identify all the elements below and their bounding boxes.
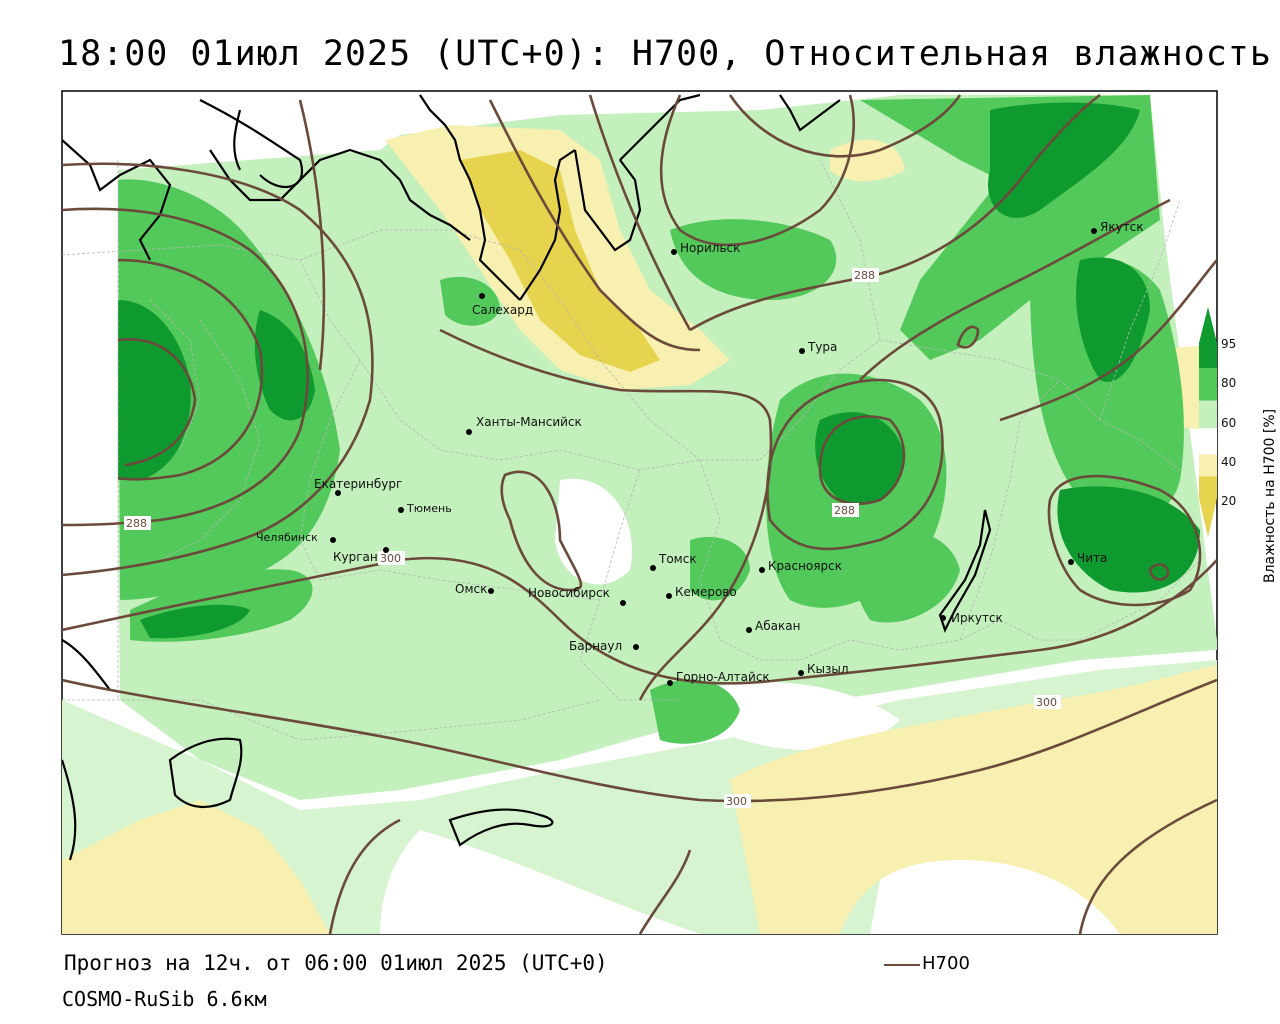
h700-legend-line — [884, 964, 920, 966]
humid-salekhard — [440, 276, 500, 326]
city-tyumen: Тюмень — [398, 502, 452, 515]
svg-text:Красноярск: Красноярск — [768, 559, 842, 573]
city-ekaterinburg: Екатеринбург — [314, 477, 402, 496]
region-borders — [62, 159, 1201, 741]
contour-label: 288 — [126, 517, 147, 530]
dry-region-southwest — [62, 800, 330, 934]
neutral-patch — [555, 478, 632, 585]
humid-kemerovo — [690, 536, 750, 601]
svg-text:Екатеринбург: Екатеринбург — [314, 477, 402, 491]
colorbar: 95 80 60 40 20 — [1199, 307, 1236, 537]
svg-text:Абакан: Абакан — [755, 619, 800, 633]
svg-text:Кызыл: Кызыл — [807, 662, 849, 676]
colorbar-top-arrow — [1199, 307, 1217, 343]
svg-text:Томск: Томск — [658, 552, 697, 566]
humid-altai — [650, 679, 740, 744]
colorbar-scale — [1199, 343, 1217, 498]
colorbar-title: Влажность на H700 [%] — [1262, 408, 1278, 583]
map-title: 18:00 01июл 2025 (UTC+0): H700, Относите… — [58, 34, 1272, 74]
svg-text:Тюмень: Тюмень — [406, 502, 452, 515]
colorbar-bottom-arrow — [1199, 498, 1217, 537]
cities: Салехард Норильск Якутск Тура Ханты-Манс… — [256, 220, 1144, 686]
svg-text:Барнаул: Барнаул — [569, 639, 622, 653]
contour-label: 288 — [834, 504, 855, 517]
colorbar-tick: 40 — [1221, 455, 1236, 469]
city-chita: Чита — [1068, 551, 1107, 565]
very-humid-west — [254, 310, 315, 421]
svg-text:Норильск: Норильск — [680, 241, 740, 255]
city-irkutsk: Иркутск — [940, 611, 1003, 625]
contour-label: 300 — [1036, 696, 1057, 709]
neutral-patch — [700, 681, 900, 750]
very-dry-region-yamal — [460, 150, 660, 372]
svg-text:Курган: Курган — [333, 550, 378, 564]
humidity-field — [62, 93, 1217, 934]
city-abakan: Абакан — [746, 619, 800, 633]
humid-sayan — [853, 530, 960, 623]
humid-west — [118, 179, 340, 601]
contour-label: 300 — [380, 552, 401, 565]
svg-text:Якутск: Якутск — [1100, 220, 1144, 234]
city-salekhard: Салехард — [472, 293, 533, 317]
neutral-patch — [380, 830, 700, 934]
dry-region-southeast — [730, 665, 1217, 934]
colorbar-tick: 95 — [1221, 337, 1236, 351]
city-kurgan: Курган — [333, 547, 389, 564]
very-humid-south-ural — [140, 604, 250, 639]
model-name: COSMO-RuSib 6.6км — [62, 987, 267, 1011]
colorbar-tick: 60 — [1221, 416, 1236, 430]
city-novosibirsk: Новосибирск — [528, 586, 626, 606]
svg-text:Новосибирск: Новосибирск — [528, 586, 610, 600]
svg-text:Омск: Омск — [455, 582, 487, 596]
city-kyzyl: Кызыл — [798, 662, 849, 676]
very-humid-central-siberia — [815, 412, 905, 504]
contour-label: 300 — [726, 795, 747, 808]
svg-text:Салехард: Салехард — [472, 303, 533, 317]
coastlines — [62, 93, 992, 861]
city-omsk: Омск — [455, 582, 494, 596]
colorbar-tick: 80 — [1221, 376, 1236, 390]
svg-text:Ханты-Мансийск: Ханты-Мансийск — [476, 415, 582, 429]
forecast-info: Прогноз на 12ч. от 06:00 01июл 2025 (UTC… — [64, 951, 608, 975]
svg-text:Горно-Алтайск: Горно-Алтайск — [676, 670, 770, 684]
colorbar-tick: 20 — [1221, 494, 1236, 508]
city-tura: Тура — [799, 340, 837, 354]
city-tomsk: Томск — [650, 552, 697, 571]
very-humid-yakutsk — [1076, 257, 1150, 382]
humid-norilsk — [670, 219, 837, 300]
city-yakutsk: Якутск — [1091, 220, 1144, 234]
city-khanty-mansiysk: Ханты-Мансийск — [466, 415, 582, 435]
svg-text:Иркутск: Иркутск — [951, 611, 1003, 625]
svg-text:Тура: Тура — [807, 340, 837, 354]
h700-contours — [62, 93, 1217, 934]
svg-text:Кемерово: Кемерово — [675, 585, 737, 599]
contour-label: 288 — [854, 269, 875, 282]
city-kemerovo: Кемерово — [666, 585, 737, 599]
dry-region-north-east — [830, 139, 905, 182]
city-norilsk: Норильск — [671, 241, 740, 255]
city-krasnoyarsk: Красноярск — [759, 559, 842, 573]
city-gorno-altaysk: Горно-Алтайск — [667, 670, 770, 686]
city-barnaul: Барнаул — [569, 639, 639, 653]
city-chelyabinsk: Челябинск — [256, 531, 336, 544]
svg-text:Челябинск: Челябинск — [256, 531, 318, 544]
very-humid-west — [118, 300, 191, 480]
contour-labels: 288 288 288 300 300 300 — [124, 268, 1061, 808]
h700-legend-label: H700 — [922, 953, 970, 974]
very-humid-northeast — [988, 102, 1140, 218]
svg-text:Чита: Чита — [1077, 551, 1107, 565]
